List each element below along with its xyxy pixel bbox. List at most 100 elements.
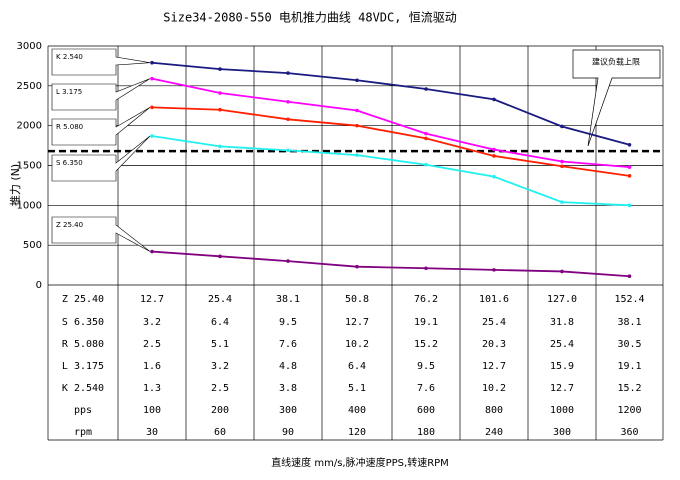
point [627,274,632,279]
table-cell: 12.7 [345,317,369,328]
point [286,117,290,122]
table-cell: 15.2 [414,339,438,350]
table-cell: 30.5 [617,339,641,350]
table-cell: 1.3 [143,383,161,394]
y-tick-label: 3000 [17,41,42,52]
row-label: L 3.175 [62,361,104,372]
table-cell: 25.4 [208,294,232,305]
legend-callout [51,135,151,182]
point [627,142,632,147]
table-cell: 25.4 [550,339,574,350]
table-cell: 76.2 [414,294,438,305]
point [560,124,564,129]
point [218,107,222,112]
table-cell: 240 [485,427,503,438]
point [286,148,290,153]
series-line [151,250,630,278]
legend-label: R 5.080 [56,123,83,131]
point [355,153,359,157]
table-cell: 600 [417,405,435,416]
table-cell: 20.3 [482,339,506,350]
y-tick-label: 2000 [17,121,42,132]
row-label: Z 25.40 [62,294,104,305]
point [627,174,632,178]
table-cell: 19.1 [617,361,641,372]
row-label: K 2.540 [62,383,104,394]
table-cell: 15.9 [550,361,574,372]
table-cell: 3.2 [211,361,229,372]
table-cell: 12.7 [140,294,164,305]
table-cell: 800 [485,405,503,416]
table-cell: 12.7 [550,383,574,394]
table-cell: 180 [417,427,435,438]
table-cell: 60 [214,427,226,438]
table-cell: 10.2 [345,339,369,350]
point [424,131,428,136]
table-cell: 5.1 [348,383,366,394]
legend-callout [51,48,151,76]
table-cell: 200 [211,405,229,416]
legend-callout [51,107,151,146]
table-cell: 101.6 [479,294,509,305]
legend-label: L 3.175 [56,88,82,96]
table-cell: 1000 [550,405,574,416]
point [150,76,154,81]
table-cell: 10.2 [482,383,506,394]
y-axis-label: 推力 (N) [8,164,22,206]
y-tick-label: 2500 [17,81,42,92]
legend-label: K 2.540 [56,53,83,61]
table-cell: 3.2 [143,317,161,328]
series-line [151,135,630,207]
x-axis-label: 直线速度 mm/s,脉冲速度PPS,转速RPM [271,456,449,469]
point [492,174,496,179]
point [492,97,496,102]
table-cell: 1.6 [143,361,161,372]
point [560,269,564,274]
legend-label: S 6.350 [56,159,83,167]
point [218,254,222,259]
table-cell: 5.1 [211,339,229,350]
threshold-label: 建议负载上限 [592,57,640,67]
table-cell: 31.8 [550,317,574,328]
table-cell: 3.8 [279,383,297,394]
legend-callout [51,78,151,111]
table-cell: 4.8 [279,361,297,372]
point [286,71,290,75]
legend-callout [51,216,151,252]
table-cell: 15.2 [617,383,641,394]
point [560,200,564,204]
point [627,203,632,208]
table-cell: 400 [348,405,366,416]
table-cell: 6.4 [348,361,366,372]
row-label: rpm [74,427,92,438]
table-cell: 100 [143,405,161,416]
point [492,154,496,158]
table-cell: 19.1 [414,317,438,328]
point [355,123,359,128]
table-cell: 360 [620,427,638,438]
table-cell: 2.5 [143,339,161,350]
table-cell: 30 [146,427,158,438]
table-cell: 152.4 [614,294,644,305]
point [560,159,564,164]
point [150,60,154,65]
point [355,108,359,113]
y-tick-label: 1000 [17,200,42,211]
point [218,144,222,149]
point [627,165,632,169]
point [218,67,222,71]
series-line [151,77,630,168]
table-cell: 25.4 [482,317,506,328]
table-cell: 300 [553,427,571,438]
y-tick-label: 500 [23,240,42,251]
series-line [151,61,630,146]
table-cell: 1200 [617,405,641,416]
row-label: S 6.350 [62,317,104,328]
table-cell: 12.7 [482,361,506,372]
table-cell: 90 [282,427,294,438]
point [424,266,428,271]
point [424,162,428,167]
point [355,78,359,83]
table-cell: 7.6 [417,383,435,394]
